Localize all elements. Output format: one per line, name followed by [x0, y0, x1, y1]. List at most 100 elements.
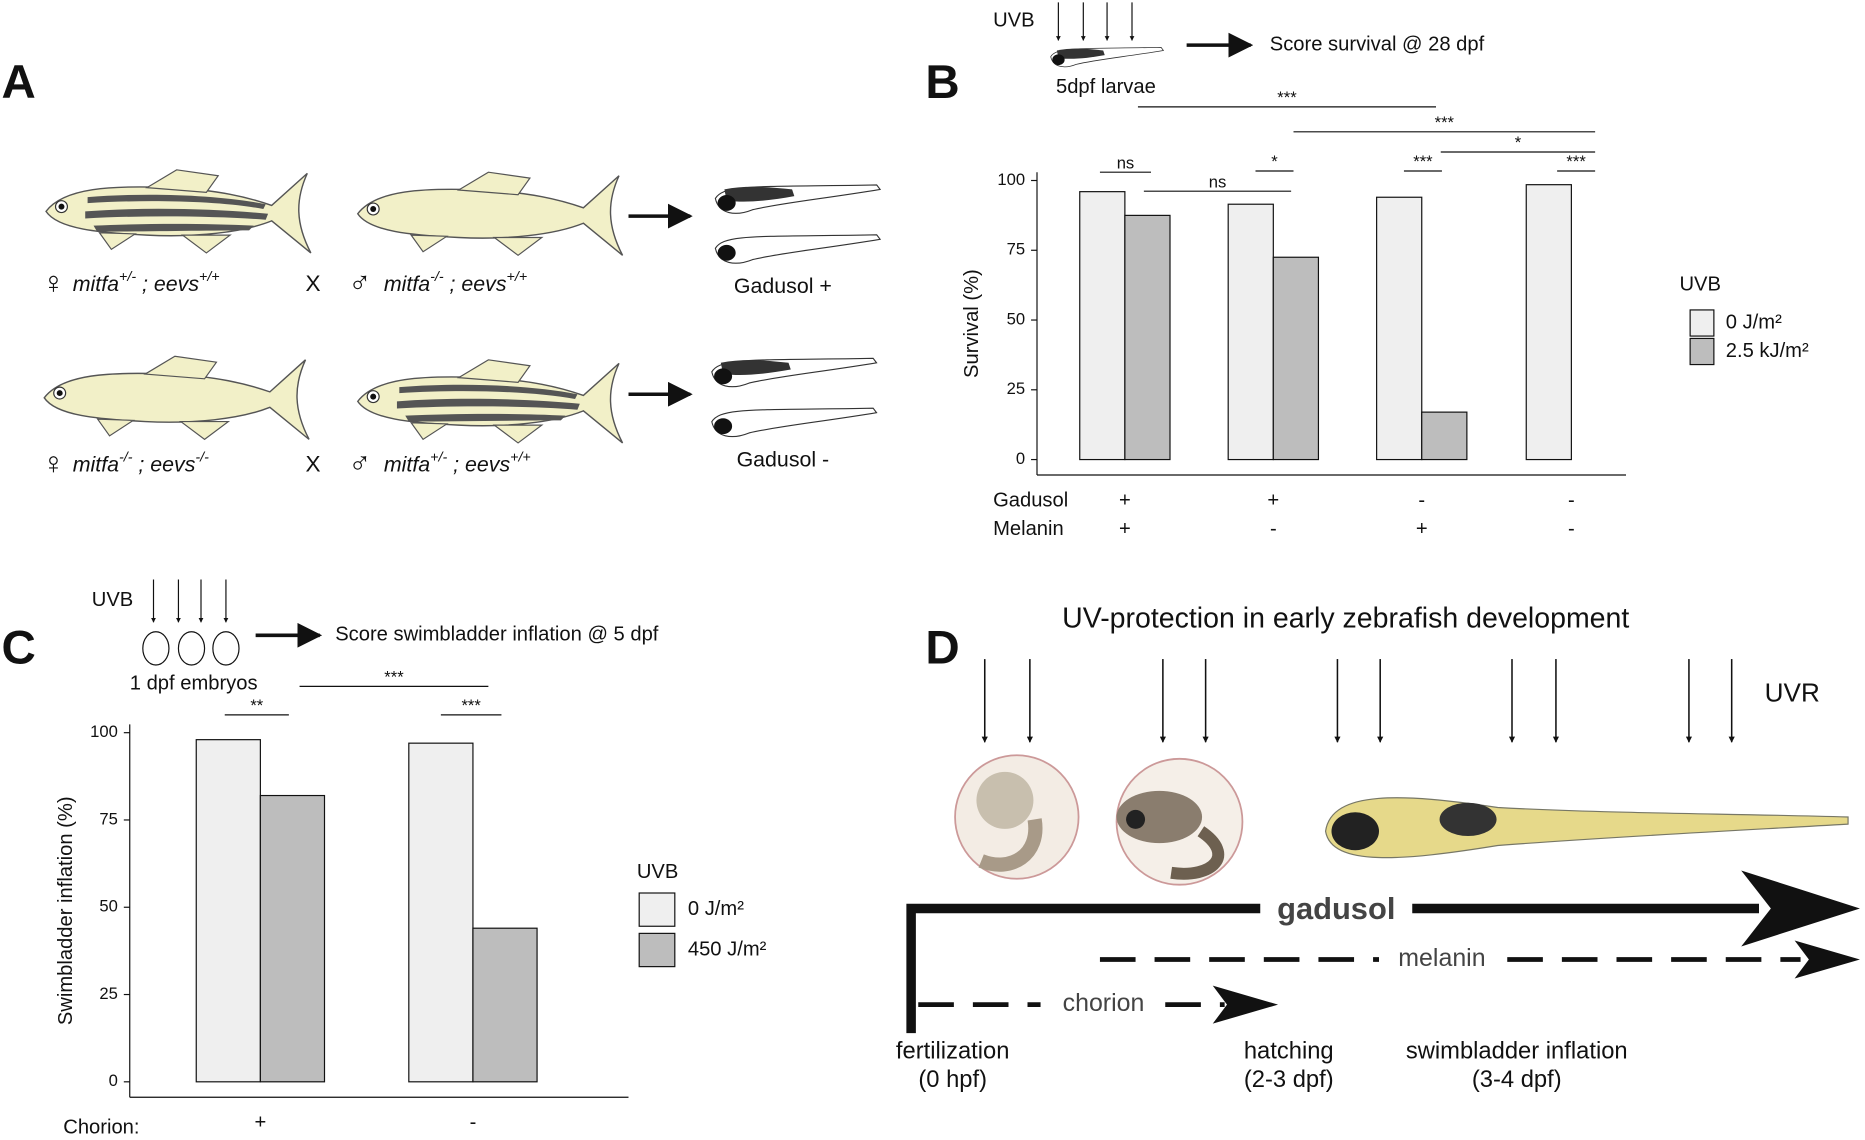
row-value: - — [1568, 489, 1575, 511]
bar — [1227, 203, 1274, 461]
bar — [472, 927, 538, 1083]
uvb-label: UVB — [92, 589, 133, 611]
stage-name: hatching — [1244, 1037, 1334, 1064]
legend-label: 450 J/m² — [688, 938, 767, 960]
significance-label: *** — [461, 696, 481, 715]
row-label: Melanin — [993, 518, 1064, 540]
genotype: mitfa-/- ; eevs-/- — [73, 449, 209, 476]
bar — [1079, 191, 1126, 461]
cross-symbol: X — [306, 271, 321, 296]
significance-label: *** — [384, 667, 404, 686]
genotype-part: ; eevs — [136, 272, 199, 296]
row-value: - — [1270, 518, 1277, 540]
bar — [1421, 411, 1468, 461]
bar — [1525, 184, 1572, 461]
significance-label: *** — [1435, 113, 1455, 132]
bar — [259, 794, 326, 1083]
genotype-part: -/- — [119, 449, 133, 465]
stage-label: 5dpf larvae — [1056, 76, 1156, 98]
genotype-part: +/+ — [199, 269, 220, 285]
stage-label: 1 dpf embryos — [130, 672, 258, 694]
row-value: - — [1568, 518, 1575, 540]
significance-label: ** — [250, 696, 263, 715]
outcome-label: Score survival @ 28 dpf — [1270, 33, 1485, 55]
genotype-part: mitfa — [384, 452, 430, 476]
significance-label: *** — [1413, 152, 1433, 171]
row-value: + — [1119, 518, 1131, 540]
female-symbol: ♀ — [42, 265, 65, 300]
genotype-part: mitfa — [73, 272, 119, 296]
y-axis-label: Survival (%) — [961, 269, 983, 378]
genotype-part: -/- — [195, 449, 209, 465]
legend-label: 0 J/m² — [1726, 311, 1782, 333]
legend-label: 0 J/m² — [688, 898, 744, 920]
genotype-part: ; eevs — [447, 452, 510, 476]
genotype: mitfa-/- ; eevs+/+ — [384, 269, 527, 296]
genotype-part: ; eevs — [133, 452, 196, 476]
significance-label: * — [1515, 133, 1522, 152]
genotype: mitfa+/- ; eevs+/+ — [384, 449, 531, 476]
y-tick-label: 0 — [109, 1071, 118, 1090]
legend-swatch — [1689, 309, 1715, 337]
y-tick-label: 75 — [1007, 240, 1025, 259]
significance-label: *** — [1566, 152, 1586, 171]
male-symbol: ♂ — [348, 265, 371, 300]
y-tick-label: 25 — [1007, 379, 1025, 398]
gadusol-label: gadusol — [1277, 891, 1395, 926]
stage-time: (0 hpf) — [918, 1066, 987, 1093]
result-label: Gadusol + — [734, 274, 832, 298]
stage-time: (2-3 dpf) — [1244, 1066, 1334, 1093]
genotype-part: +/+ — [507, 269, 528, 285]
legend-title: UVB — [1679, 273, 1720, 295]
bar — [408, 742, 474, 1083]
bar — [1124, 214, 1171, 461]
chorion-label: chorion — [1063, 989, 1145, 1017]
legend-label: 2.5 kJ/m² — [1726, 340, 1809, 362]
y-tick-label: 100 — [997, 170, 1025, 189]
genotype-part: mitfa — [73, 452, 119, 476]
uvb-label: UVB — [993, 10, 1034, 32]
x-tick-label: - — [470, 1112, 477, 1134]
stage-name: swimbladder inflation — [1406, 1037, 1628, 1064]
significance-label: *** — [1277, 88, 1297, 107]
panel-label: C — [2, 621, 36, 674]
bar — [1376, 196, 1423, 461]
female-symbol: ♀ — [42, 446, 65, 481]
male-symbol: ♂ — [348, 446, 371, 481]
melanin-label: melanin — [1398, 944, 1485, 972]
legend-swatch — [638, 932, 676, 968]
genotype-part: mitfa — [384, 272, 430, 296]
genotype-part: ; eevs — [444, 272, 507, 296]
x-axis-label: Chorion: — [63, 1116, 139, 1138]
x-tick-label: + — [254, 1112, 266, 1134]
row-value: - — [1418, 489, 1425, 511]
panel-label: B — [925, 56, 959, 109]
row-value: + — [1119, 489, 1131, 511]
charts: 0 25 50 75 100 Survival (%) 0 J/m² 2.5 kJ/m² UVB… — [55, 88, 1809, 1139]
genotype-part: +/- — [119, 269, 136, 285]
legend-swatch — [1689, 337, 1715, 366]
y-tick-label: 50 — [99, 897, 117, 916]
panel-d-title: UV-protection in early zebrafish develop… — [1062, 602, 1629, 634]
y-tick-label: 100 — [90, 722, 118, 741]
legend-title: UVB — [637, 861, 678, 883]
genotype-part: +/+ — [510, 449, 531, 465]
y-tick-label: 50 — [1007, 309, 1025, 328]
bar — [195, 739, 261, 1083]
genotype-part: -/- — [430, 269, 444, 285]
significance-label: ns — [1209, 172, 1227, 191]
significance-label: * — [1271, 152, 1278, 171]
stage-time: (3-4 dpf) — [1472, 1066, 1562, 1093]
outcome-label: Score swimbladder inflation @ 5 dpf — [335, 624, 659, 646]
uvr-label: UVR — [1765, 678, 1820, 708]
row-value: + — [1267, 489, 1279, 511]
panel-label: A — [2, 56, 36, 109]
panel-label: D — [925, 621, 959, 674]
panel-d: UV-protection in early zebrafish develop… — [896, 602, 1860, 1093]
bar — [1272, 256, 1320, 461]
y-tick-label: 25 — [99, 984, 117, 1003]
panel-a-text: ♀ mitfa+/- ; eevs+/+ X ♂ mitfa-/- ; eevs+/+ G… — [42, 265, 832, 481]
cross-symbol: X — [306, 451, 321, 476]
y-tick-label: 75 — [99, 809, 117, 828]
